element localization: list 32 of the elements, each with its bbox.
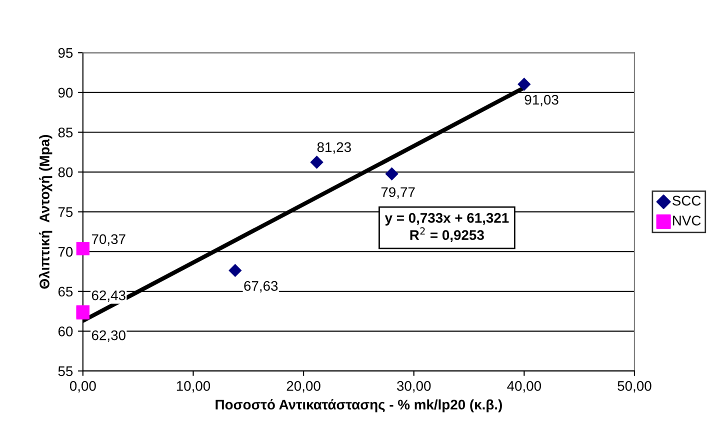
point	[228, 264, 242, 278]
y-tick-label: 70	[58, 246, 73, 257]
x-tick-label: 20,00	[286, 381, 320, 393]
x-tick-label: 40,00	[507, 381, 542, 393]
data-label: 91,03	[524, 94, 558, 106]
legend-label: SCC	[672, 196, 701, 206]
data-label: 81,23	[317, 142, 351, 154]
x-tick-label: 30,00	[397, 381, 431, 393]
y-tick-label: 80	[58, 167, 73, 178]
y-tick-label: 95	[58, 48, 73, 58]
x-tick-label: 10,00	[176, 381, 210, 393]
data-label: 62,30	[92, 330, 126, 342]
data-label: 79,77	[381, 187, 415, 199]
y-tick-label: 65	[58, 286, 73, 297]
y-tick-label: 55	[58, 366, 73, 376]
point	[310, 156, 324, 169]
point	[518, 78, 531, 91]
y-tick-label: 85	[58, 128, 73, 138]
annotation: y = 0,733x + 61,321 R$^{2}$ = 0,9253	[384, 212, 509, 242]
legend-label: NVC	[673, 216, 701, 226]
data-label: 67,63	[244, 281, 278, 292]
point	[76, 242, 90, 256]
x-tick-label: 50,00	[618, 381, 652, 393]
y-tick-label: 60	[58, 326, 73, 336]
y-tick-label: 90	[58, 88, 73, 98]
x-tick-label: 0,00	[70, 381, 96, 393]
x-axis-title: Ποσοστό Αντικατάστασης - % mk/lp20 (κ.β.)	[216, 399, 502, 412]
point	[385, 167, 398, 180]
y-tick-label: 75	[58, 207, 73, 217]
y-axis-title: Θλιπτική Αντοχή (Mpa)	[38, 135, 52, 289]
data-label: 62,43	[92, 290, 126, 302]
data-label: 70,37	[92, 234, 126, 246]
